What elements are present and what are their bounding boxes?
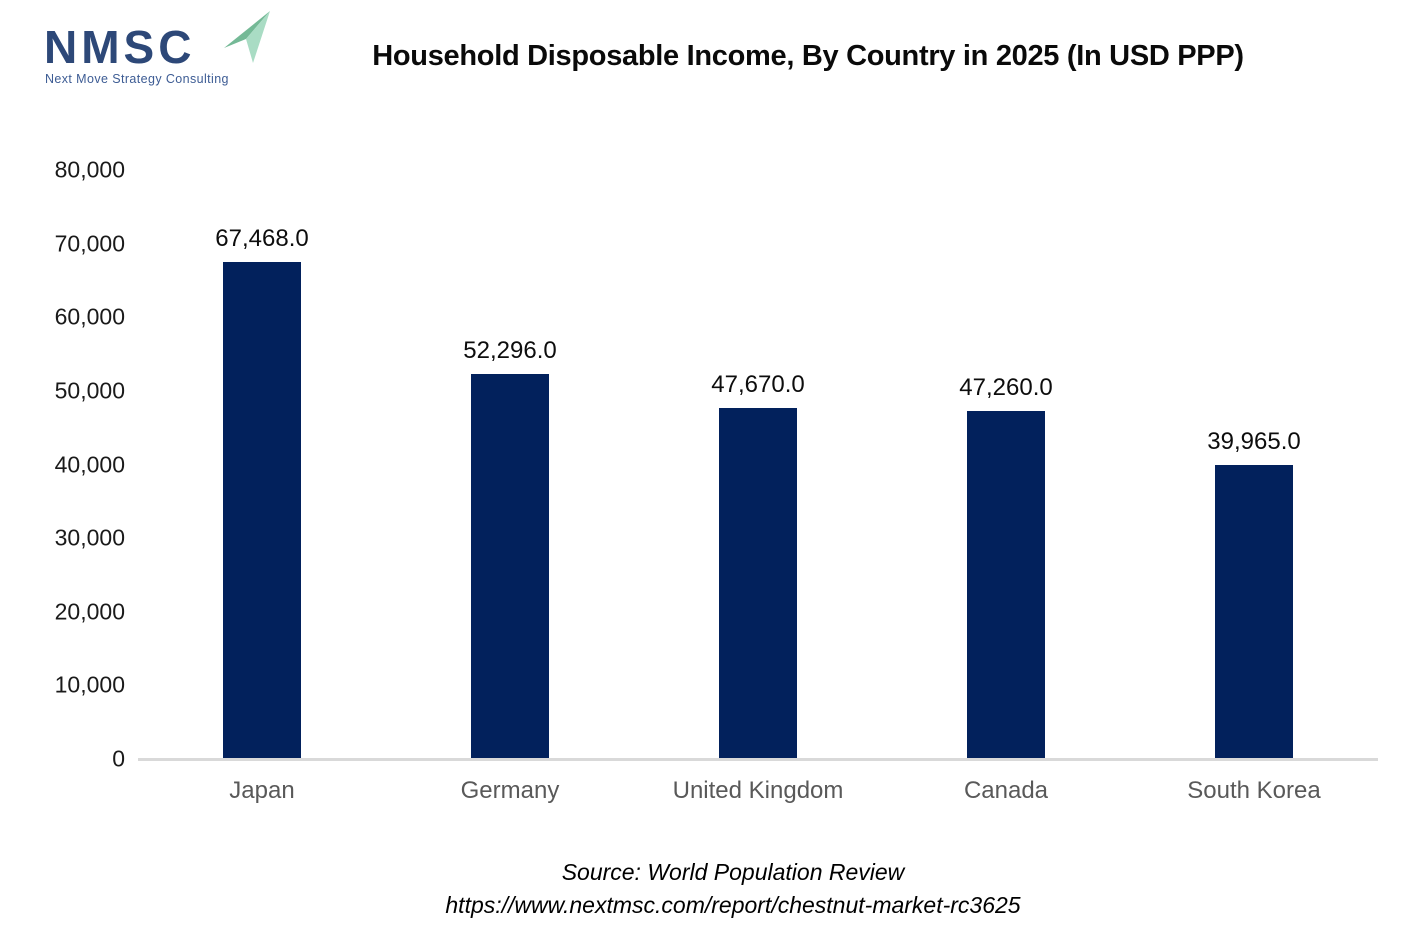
x-axis-category-label: Japan xyxy=(229,777,295,804)
x-axis-category-label: Germany xyxy=(460,777,560,804)
logo-arrow-icon xyxy=(224,11,270,63)
bar-value-label: 47,260.0 xyxy=(959,374,1053,402)
x-axis-line xyxy=(138,758,1378,761)
bar-group: 39,965.0 xyxy=(1130,170,1378,759)
bar-value-label: 47,670.0 xyxy=(711,371,805,399)
y-axis-tick-label: 70,000 xyxy=(54,230,125,257)
y-axis-tick-label: 60,000 xyxy=(54,303,125,330)
y-axis-tick-label: 20,000 xyxy=(54,598,125,625)
bars-row: 67,468.0 52,296.0 47,670.0 47,260.0 39,965.0 xyxy=(138,170,1378,759)
bar-group: 52,296.0 xyxy=(386,170,634,759)
source-line: Source: World Population Review xyxy=(561,859,905,885)
x-axis: Japan Germany United Kingdom Canada South Ko… xyxy=(138,777,1378,805)
bar-group: 67,468.0 xyxy=(138,170,386,759)
bar xyxy=(719,408,797,759)
source-block: Source: World Population Review https://… xyxy=(40,856,1426,922)
y-axis: 0 10,000 20,000 30,000 40,000 50,000 60,000 70,… xyxy=(30,157,125,772)
nmsc-logo: NMSC Next Move Strategy Consulting xyxy=(36,6,270,96)
y-axis-tick-label: 0 xyxy=(112,745,125,772)
bar xyxy=(1215,464,1293,759)
x-axis-category-label: South Korea xyxy=(1187,777,1321,804)
logo-acronym: NMSC xyxy=(44,21,196,73)
bar-value-label: 52,296.0 xyxy=(463,336,557,364)
x-axis-category-label: United Kingdom xyxy=(672,777,844,804)
y-axis-tick-label: 80,000 xyxy=(54,156,125,183)
y-axis-tick-label: 50,000 xyxy=(54,377,125,404)
bar xyxy=(223,262,301,759)
y-axis-tick-label: 40,000 xyxy=(54,451,125,477)
bar xyxy=(471,373,549,759)
bar-group: 47,260.0 xyxy=(882,170,1130,759)
chart-title: Household Disposable Income, By Country … xyxy=(372,40,1244,72)
logo-tagline: Next Move Strategy Consulting xyxy=(45,72,229,86)
plot-area: 67,468.0 52,296.0 47,670.0 47,260.0 39,965.0 xyxy=(138,170,1378,761)
y-axis-tick-label: 10,000 xyxy=(54,671,125,698)
bar-value-label: 67,468.0 xyxy=(215,225,309,253)
bar-value-label: 39,965.0 xyxy=(1207,427,1301,455)
source-url: https://www.nextmsc.com/report/chestnut-… xyxy=(445,892,1021,918)
y-axis-tick-label: 30,000 xyxy=(54,524,125,551)
x-axis-category-label: Canada xyxy=(963,777,1049,804)
bar-group: 47,670.0 xyxy=(634,170,882,759)
bar xyxy=(967,411,1045,759)
